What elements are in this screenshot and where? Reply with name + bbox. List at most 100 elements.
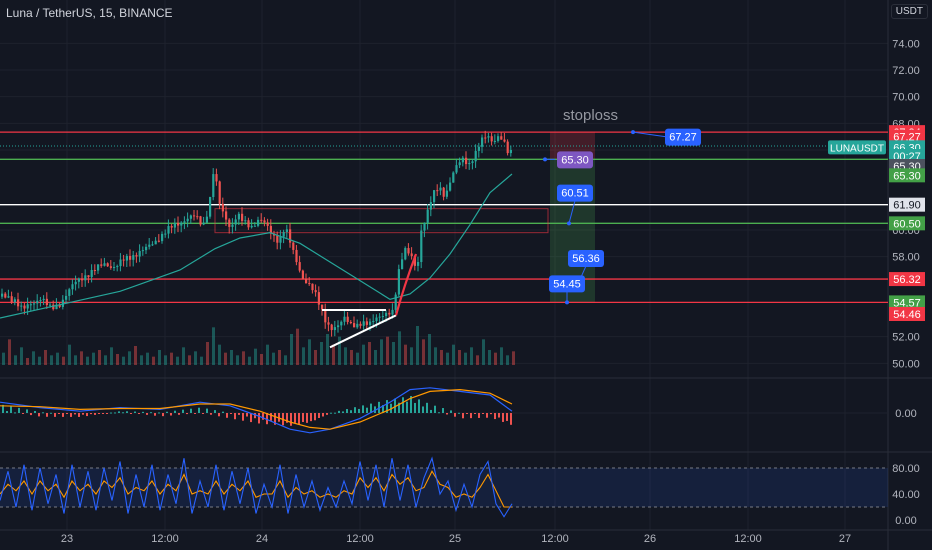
macd-histogram-bar [46,413,48,417]
macd-histogram-bar [70,413,72,417]
price-axis-label-56.32[interactable]: 56.32 [889,272,925,287]
macd-histogram-bar [194,413,196,414]
time-tick-23: 23 [61,533,73,545]
volume-bar [302,347,305,365]
macd-histogram-bar [186,413,188,415]
macd-histogram-bar [126,411,128,413]
volume-bar [62,356,65,365]
price-label-bg [889,216,925,231]
candle-body [509,149,512,154]
price-axis-label-60.50[interactable]: 60.50 [889,216,925,231]
anchor-dot [543,157,547,162]
candle-body [365,321,368,325]
candle-body [7,296,10,298]
macd-histogram-bar [306,413,308,423]
macd-histogram-bar [386,400,388,413]
candle-body [337,325,340,328]
time-tick-12:00: 12:00 [151,533,179,545]
price-tick-50.00: 50.00 [892,358,920,370]
candle-body [356,323,359,328]
candle-body [225,211,228,220]
volume-bar [68,344,71,365]
candle-body [388,312,391,315]
time-axis[interactable]: 23 12:00 24 12:00 25 12:00 26 12:00 27 [61,533,851,545]
annotation-label-bg [557,184,593,202]
candle-body [167,226,170,234]
candle-body [122,259,125,261]
price-axis-label-54.46[interactable]: 54.46 [889,307,925,321]
macd-histogram-bar [26,409,28,413]
volume-bar [218,344,221,365]
moving-average [0,173,513,319]
volume-bar [290,334,293,365]
trend-drawings[interactable] [322,253,418,349]
candle-body [247,220,250,228]
macd-histogram-bar [366,407,368,413]
currency-button[interactable]: USDT [890,4,928,19]
candle-body [196,216,199,218]
macd-histogram-bar [314,413,316,421]
candle-body [87,275,90,278]
candle-body [241,213,244,221]
candle-body [381,316,384,318]
annotation-label-54.45[interactable]: 54.45 [549,275,585,293]
macd-histogram-bar [234,413,236,420]
volume-bar [200,356,203,365]
candle-body [119,259,122,267]
volume-bar [242,351,245,365]
price-label-bg [889,295,925,310]
macd-histogram-bar [142,411,144,413]
volume-bar [260,354,263,365]
volume-bar [416,326,419,365]
candle-body [1,293,4,297]
volume-bar [386,336,389,365]
volume-bar [440,350,443,365]
macd-histogram-bar [202,413,204,414]
time-tick-12:00: 12:00 [734,533,762,545]
candle-body [276,235,279,243]
price-axis[interactable]: 74.0072.0070.0068.0066.0060.0058.0052.00… [828,38,925,370]
macd-histogram-bar [158,412,160,414]
price-axis-label-54.57[interactable]: 54.57 [889,295,925,310]
price-axis-label-61.90[interactable]: 61.90 [889,197,925,212]
time-tick-12:00: 12:00 [541,533,569,545]
annotation-label-65.30[interactable]: 65.30 [557,151,593,169]
macd-histogram-bar [222,411,224,413]
price-axis-label-65.30[interactable]: 65.30 [889,168,925,183]
volume-bar [476,355,479,365]
annotation-label-67.27[interactable]: 67.27 [665,128,701,146]
price-tick-74.00: 74.00 [892,38,920,50]
macd-histogram-bar [118,411,120,413]
macd-histogram-bar [422,406,424,413]
macd-histogram-bar [146,413,148,415]
macd-histogram-bar [402,397,404,413]
candle-body [445,190,448,197]
macd-histogram-bar [346,409,348,413]
candle-body [343,316,346,322]
macd-histogram-bar [466,413,468,414]
candle-body [164,233,167,235]
annotation-label-60.51[interactable]: 60.51 [557,184,593,202]
macd-histogram-bar [10,406,12,413]
macd-histogram-bar [278,413,280,422]
macd-histogram-bar [190,408,192,413]
annotation-label-bg [557,151,593,169]
macd-histogram-bar [334,412,336,414]
annotation-label-56.36[interactable]: 56.36 [568,250,604,267]
macd-histogram-bar [134,411,136,413]
horizontal-levels[interactable] [0,131,888,304]
macd-histogram-bar [462,413,464,419]
annotation-label-text: 65.30 [561,154,589,166]
candle-body [148,244,151,247]
candle-body [324,309,327,323]
price-label-bg [889,197,925,212]
annotation-labels[interactable]: stoploss 67.27 65.30 60.51 56.36 54.45 [543,107,701,305]
price-tick-52.00: 52.00 [892,332,920,344]
macd-histogram-bar [62,413,64,417]
volume-bar [116,354,119,365]
volume-bar [230,350,233,365]
macd-histogram-bar [450,410,452,413]
candle-body [180,222,183,226]
candle-body [215,174,218,182]
